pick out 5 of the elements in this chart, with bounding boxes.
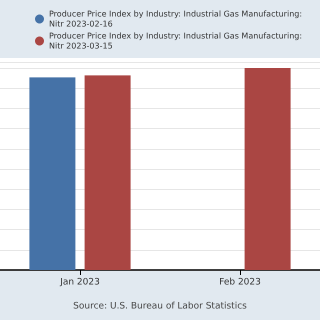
x-tick-label: Jan 2023 [59,278,100,288]
legend-label: Producer Price Index by Industry: Industrial Gas Manufacturing: Nitr 2023-03-15 [49,32,305,50]
source-note: Source: U.S. Bureau of Labor Statistics [73,302,248,312]
legend-label: Producer Price Index by Industry: Industrial Gas Manufacturing: Nitr 2023-02-16 [49,10,305,28]
x-tick-label: Feb 2023 [219,278,261,288]
